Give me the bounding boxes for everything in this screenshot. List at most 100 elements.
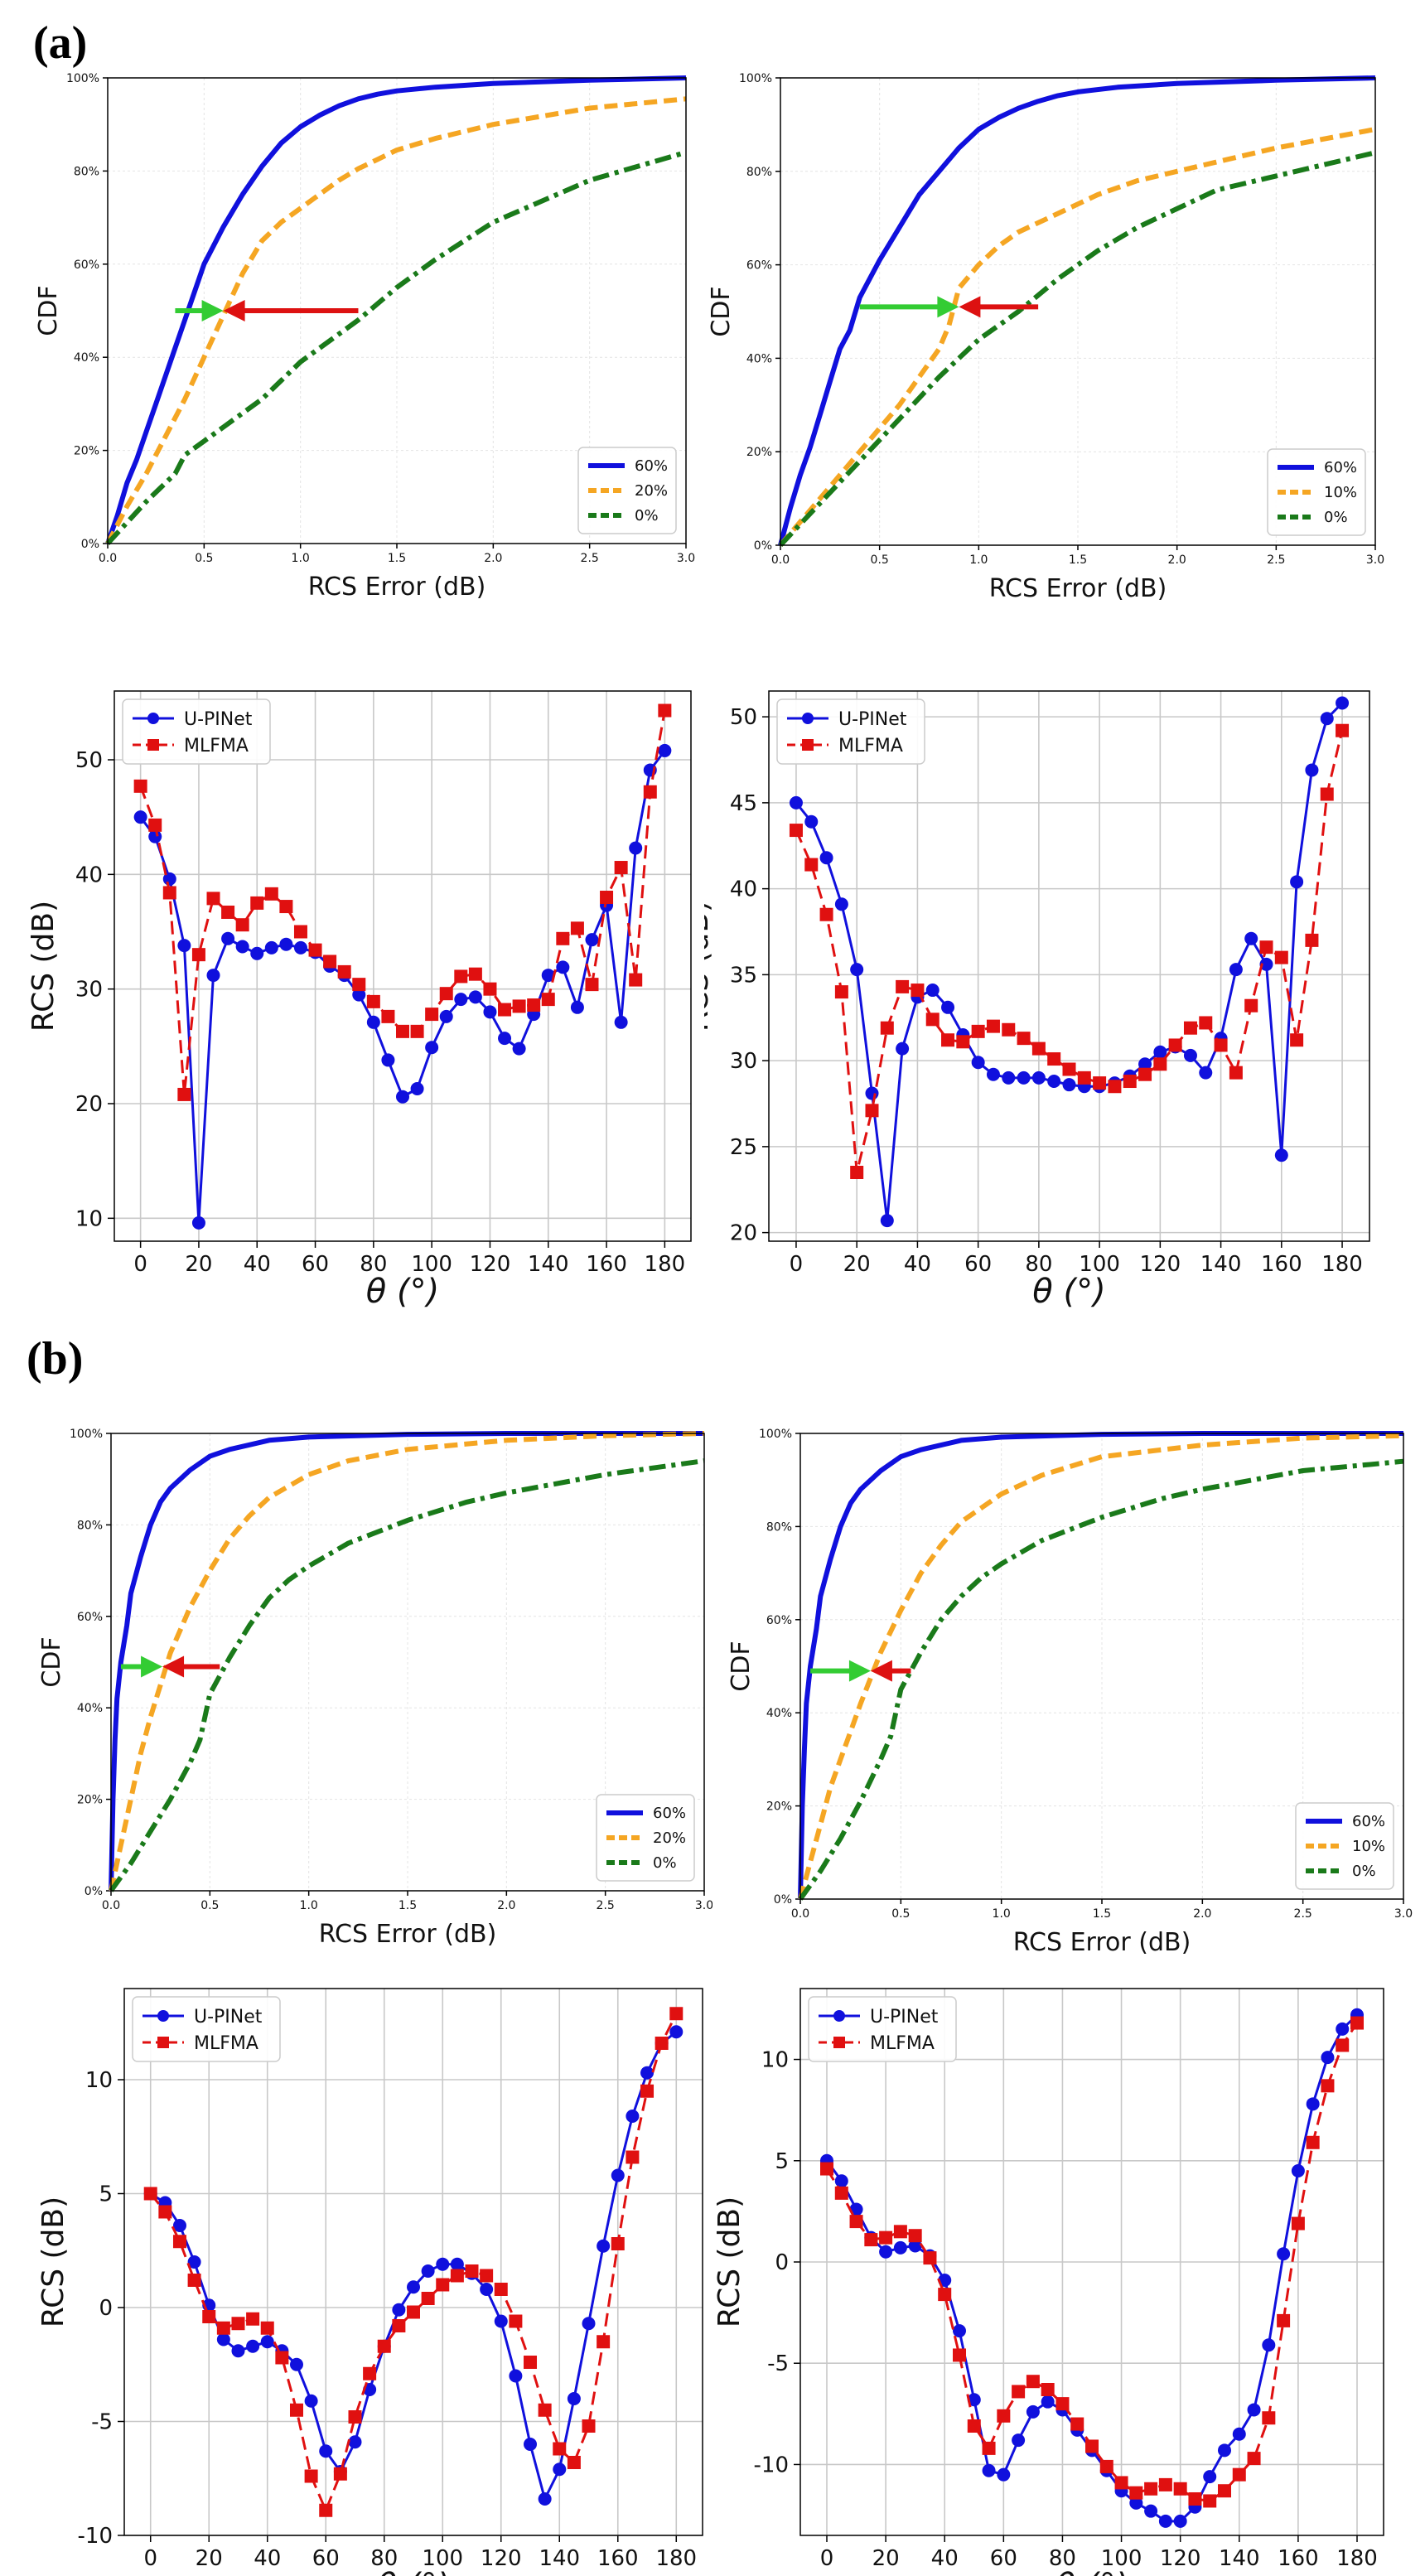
data-point-MLFMA bbox=[1144, 2482, 1158, 2496]
data-point-MLFMA bbox=[308, 943, 322, 957]
series-line-10% bbox=[778, 127, 1376, 547]
legend-box bbox=[808, 1996, 957, 2062]
data-point-MLFMA bbox=[524, 2356, 538, 2369]
data-point-U-PINet bbox=[133, 810, 147, 824]
data-point-U-PINet bbox=[304, 2394, 318, 2408]
axes-frame bbox=[114, 690, 692, 1242]
plot-area: 0 20 40 60 80 100 120 140 160 180 20 25 30 35 40 45 50 bbox=[730, 690, 1370, 1277]
x-axis-label: θ (°) bbox=[1055, 2567, 1128, 2576]
data-point-U-PINet bbox=[986, 1067, 1000, 1081]
data-point-MLFMA bbox=[1055, 2397, 1070, 2411]
data-point-U-PINet bbox=[611, 2168, 625, 2182]
x-tick-label: 140 bbox=[1219, 2546, 1260, 2571]
y-tick-label: 40% bbox=[766, 1707, 792, 1720]
data-point-U-PINet bbox=[1274, 1148, 1288, 1162]
y-tick-label: 45 bbox=[730, 791, 757, 816]
data-point-U-PINet bbox=[450, 2257, 464, 2271]
data-point-U-PINet bbox=[352, 988, 366, 1002]
data-point-MLFMA bbox=[1229, 1066, 1243, 1080]
data-point-MLFMA bbox=[1002, 1022, 1016, 1037]
data-point-MLFMA bbox=[172, 2235, 186, 2249]
y-tick-label: 5 bbox=[99, 2182, 113, 2207]
data-point-MLFMA bbox=[1244, 998, 1258, 1013]
data-point-MLFMA bbox=[1218, 2484, 1231, 2498]
y-axis-label: CDF bbox=[727, 1641, 756, 1691]
data-point-U-PINet bbox=[1277, 2247, 1291, 2261]
data-point-MLFMA bbox=[143, 2187, 157, 2201]
x-tick-label: 1.0 bbox=[969, 553, 988, 567]
data-point-MLFMA bbox=[1259, 940, 1273, 955]
data-point-U-PINet bbox=[1244, 931, 1258, 945]
x-tick-label: 2.0 bbox=[1168, 553, 1186, 567]
y-tick-label: 100% bbox=[70, 1428, 103, 1441]
data-point-U-PINet bbox=[381, 1053, 395, 1067]
y-tick-label: 100% bbox=[759, 1428, 792, 1441]
data-point-MLFMA bbox=[629, 973, 643, 987]
series-line-60% bbox=[798, 1431, 1403, 1900]
data-point-U-PINet bbox=[221, 931, 235, 945]
y-tick-label: 25 bbox=[730, 1135, 757, 1160]
data-point-MLFMA bbox=[982, 2441, 996, 2455]
legend-label-MLFMA: MLFMA bbox=[870, 2033, 935, 2054]
data-point-MLFMA bbox=[480, 2269, 494, 2283]
data-point-MLFMA bbox=[1203, 2494, 1217, 2508]
arrowhead-red bbox=[162, 1655, 185, 1678]
x-tick-label: 180 bbox=[645, 1252, 686, 1277]
x-tick-label: 140 bbox=[528, 1252, 569, 1277]
x-tick-label: 60 bbox=[302, 1252, 329, 1277]
data-point-MLFMA bbox=[348, 2410, 362, 2424]
data-point-MLFMA bbox=[264, 887, 278, 901]
data-point-U-PINet bbox=[541, 969, 555, 983]
arrowhead-red bbox=[223, 300, 245, 321]
x-tick-label: 140 bbox=[539, 2546, 580, 2571]
data-point-U-PINet bbox=[177, 939, 191, 953]
y-tick-label: 20% bbox=[77, 1794, 103, 1807]
data-point-U-PINet bbox=[658, 743, 672, 757]
data-point-MLFMA bbox=[1305, 933, 1319, 947]
data-point-MLFMA bbox=[1183, 1021, 1197, 1035]
legend-box bbox=[1267, 448, 1366, 536]
cdf-chart-a-left: 0.0 0.5 1.0 1.5 2.0 2.5 3.0 0% 20% 40% 60% 80% 100% R… bbox=[34, 72, 695, 602]
x-tick-label: 160 bbox=[586, 1252, 627, 1277]
data-point-U-PINet bbox=[819, 851, 833, 865]
data-point-MLFMA bbox=[1188, 2492, 1202, 2506]
data-point-MLFMA bbox=[275, 2351, 289, 2365]
y-tick-label: 10 bbox=[761, 2048, 789, 2073]
data-point-MLFMA bbox=[1153, 1057, 1167, 1071]
data-point-U-PINet bbox=[483, 1005, 497, 1019]
x-tick-label: 140 bbox=[1200, 1252, 1242, 1277]
x-tick-label: 40 bbox=[931, 2546, 959, 2571]
data-point-U-PINet bbox=[585, 933, 599, 947]
data-point-U-PINet bbox=[834, 2174, 848, 2188]
data-point-MLFMA bbox=[319, 2503, 333, 2517]
x-tick-label: 80 bbox=[1049, 2546, 1076, 2571]
arrowhead-red bbox=[959, 296, 981, 318]
data-point-U-PINet bbox=[1017, 1071, 1031, 1085]
data-point-MLFMA bbox=[352, 978, 366, 992]
y-tick-label: 100% bbox=[739, 72, 772, 85]
legend-label-U-PINet: U-PINet bbox=[194, 2007, 263, 2027]
x-tick-label: 0 bbox=[133, 1252, 147, 1277]
data-point-MLFMA bbox=[250, 896, 264, 910]
x-axis-label: RCS Error (dB) bbox=[319, 1920, 497, 1947]
data-point-U-PINet bbox=[425, 1041, 439, 1055]
data-point-U-PINet bbox=[1158, 2514, 1172, 2528]
data-point-MLFMA bbox=[1138, 1067, 1152, 1081]
x-tick-label: 100 bbox=[1079, 1252, 1120, 1277]
plot-area: 0.0 0.5 1.0 1.5 2.0 2.5 3.0 0% 20% 40% 60% 80% 100% bbox=[739, 72, 1384, 567]
data-point-U-PINet bbox=[1232, 2427, 1246, 2441]
data-point-MLFMA bbox=[820, 2162, 833, 2176]
y-tick-label: 20 bbox=[730, 1221, 757, 1246]
data-point-MLFMA bbox=[567, 2456, 581, 2469]
data-point-MLFMA bbox=[849, 2215, 863, 2229]
data-point-U-PINet bbox=[553, 2462, 567, 2477]
plot-area: 0 20 40 60 80 100 120 140 160 180 -10 -5 0 5 10 bbox=[754, 1988, 1384, 2571]
data-point-MLFMA bbox=[925, 1013, 940, 1027]
data-point-MLFMA bbox=[421, 2292, 435, 2305]
data-point-MLFMA bbox=[425, 1008, 439, 1022]
rcs-chart-b-left: 0 20 40 60 80 100 120 140 160 180 -10 -5 0 5 10 θ (°) RC… bbox=[36, 1988, 703, 2576]
data-point-U-PINet bbox=[582, 2317, 596, 2331]
data-point-MLFMA bbox=[1099, 2459, 1113, 2473]
data-point-U-PINet bbox=[396, 1090, 409, 1104]
data-point-U-PINet bbox=[1047, 1075, 1061, 1089]
